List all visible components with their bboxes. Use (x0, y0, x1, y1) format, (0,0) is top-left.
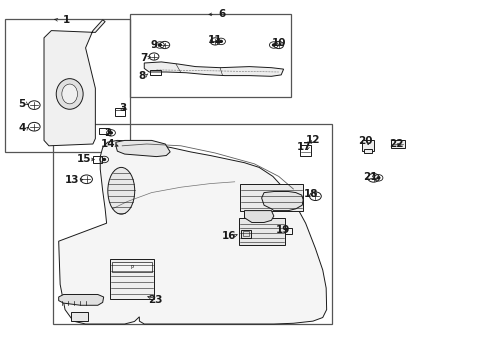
Text: 18: 18 (304, 189, 318, 199)
Text: 7: 7 (140, 53, 148, 63)
Text: 20: 20 (358, 136, 372, 147)
Circle shape (219, 40, 222, 42)
Text: 12: 12 (305, 135, 320, 145)
Polygon shape (144, 62, 283, 76)
Text: 1: 1 (62, 15, 69, 25)
Text: 4: 4 (18, 123, 26, 133)
Text: 3: 3 (120, 103, 126, 113)
Bar (240, 230, 251, 238)
Bar (71, 312, 88, 321)
Bar (53, 124, 331, 324)
Bar (110, 259, 154, 299)
Text: 14: 14 (101, 139, 116, 149)
Text: 2: 2 (104, 128, 111, 138)
Bar (93, 156, 102, 163)
Polygon shape (59, 294, 103, 305)
Text: 17: 17 (296, 141, 311, 152)
Polygon shape (44, 20, 105, 146)
Bar (361, 140, 373, 151)
Bar (112, 262, 151, 272)
Bar (243, 231, 248, 236)
Circle shape (272, 44, 275, 46)
Bar (129, 14, 290, 97)
Circle shape (109, 132, 112, 134)
Circle shape (376, 177, 379, 179)
Text: 6: 6 (219, 9, 225, 19)
Ellipse shape (56, 78, 83, 109)
Bar (390, 140, 404, 148)
Text: 11: 11 (207, 35, 222, 45)
Text: 23: 23 (148, 294, 163, 305)
Bar (284, 228, 292, 234)
Bar (150, 70, 161, 75)
Ellipse shape (61, 84, 77, 104)
Text: 5: 5 (19, 99, 25, 109)
Circle shape (102, 158, 105, 161)
Text: P: P (130, 265, 133, 270)
Bar (5, 19, 129, 152)
Text: 22: 22 (388, 139, 403, 149)
Text: 19: 19 (275, 225, 289, 235)
Polygon shape (261, 192, 303, 211)
Circle shape (158, 44, 161, 46)
Bar (363, 149, 371, 153)
Bar (239, 184, 303, 211)
Text: 16: 16 (221, 231, 236, 241)
Polygon shape (116, 140, 170, 157)
Text: 9: 9 (150, 40, 157, 50)
Ellipse shape (108, 167, 134, 214)
Text: 13: 13 (65, 175, 80, 185)
Bar (300, 145, 310, 156)
Text: 8: 8 (138, 71, 145, 81)
Polygon shape (59, 140, 326, 324)
Polygon shape (244, 211, 273, 222)
Text: 15: 15 (77, 154, 91, 165)
Bar (115, 108, 124, 116)
Bar (99, 128, 108, 134)
Text: 10: 10 (271, 38, 285, 48)
Text: 21: 21 (363, 172, 377, 182)
Bar (238, 218, 285, 245)
